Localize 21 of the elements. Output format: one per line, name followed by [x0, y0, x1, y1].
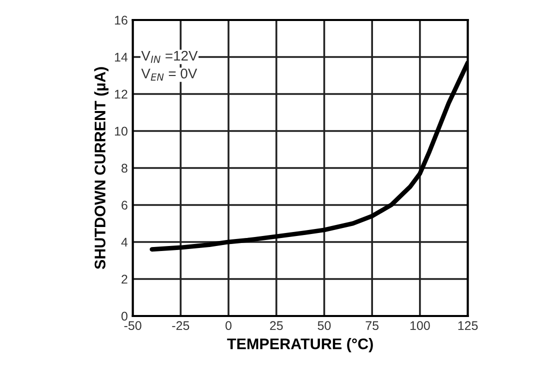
y-axis-title: SHUTDOWN CURRENT (µA) — [94, 67, 108, 270]
y-tick-label: 10 — [114, 126, 128, 136]
y-tick-label: 16 — [114, 16, 128, 25]
y-tick-label: 6 — [122, 200, 128, 210]
y-tick-label: 12 — [114, 90, 128, 99]
x-tick-label: 125 — [458, 321, 478, 330]
y-tick-label: 14 — [114, 52, 128, 62]
annotation: V$_{IN}$ =12V — [141, 50, 198, 63]
y-tick-label: 0 — [121, 312, 128, 321]
y-tick-label: 4 — [121, 238, 128, 247]
x-tick-label: -25 — [172, 321, 190, 330]
x-tick-label: -50 — [124, 321, 142, 330]
x-tick-label: 0 — [226, 321, 232, 330]
x-tick-label: 75 — [366, 321, 379, 330]
x-tick-label: 100 — [410, 321, 430, 330]
y-tick-label: 8 — [122, 164, 128, 173]
annotation: V$_{EN}$ = 0V — [141, 68, 198, 81]
x-tick-label: 25 — [270, 321, 283, 330]
x-axis-title: TEMPERATURE (°C) — [227, 338, 373, 352]
y-tick-label: 2 — [122, 274, 128, 284]
x-tick-label: 50 — [318, 321, 331, 330]
